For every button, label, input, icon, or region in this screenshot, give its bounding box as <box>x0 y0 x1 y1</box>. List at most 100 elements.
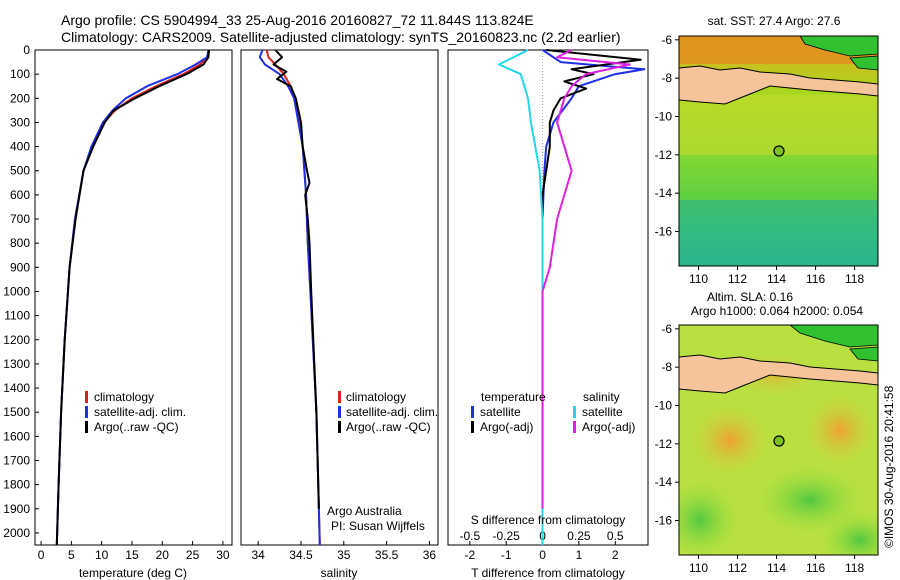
map-y-tick-label: -14 <box>655 186 673 200</box>
sst-yellow-band <box>679 95 878 155</box>
sla-low-blob <box>820 510 878 555</box>
depth-tick-label: 1500 <box>3 405 30 419</box>
x-tick-label: 0 <box>539 548 546 562</box>
salinity-panel-frame <box>240 49 439 546</box>
sla-map-frame <box>678 324 879 556</box>
legend-swatch-sal-argo <box>573 421 576 433</box>
sulawesi-landmass <box>849 55 878 71</box>
s-tick-label: -0.5 <box>459 529 480 543</box>
salinity-legend: climatology satellite-adj. clim. Argo(..… <box>327 390 438 533</box>
salinity-annotation-line1: Argo Australia <box>327 504 402 518</box>
x-tick-label: -1 <box>501 548 512 562</box>
depth-tick-label: 800 <box>10 236 30 250</box>
map-x-tick-label: 118 <box>845 561 864 575</box>
x-tick-label: 2 <box>612 548 619 562</box>
legend-label-satellite: satellite-adj. clim. <box>94 405 186 419</box>
s-tick-label: 0.5 <box>607 529 624 543</box>
depth-tick-label: 1400 <box>3 381 30 395</box>
map-x-tick-label: 112 <box>728 272 747 286</box>
java-landmass <box>679 65 878 105</box>
temperature-legend: climatology satellite-adj. clim. Argo(..… <box>85 390 186 434</box>
map-y-tick-label: -16 <box>655 225 673 239</box>
depth-tick-label: 0 <box>23 43 30 57</box>
sla-map-title-line2: Argo h1000: 0.064 h2000: 0.054 <box>691 304 863 318</box>
x-tick-label: 0 <box>38 548 45 562</box>
depth-tick-label: 900 <box>10 260 30 274</box>
map-y-tick-label: -6 <box>661 322 672 336</box>
legend-label-satellite: satellite-adj. clim. <box>346 405 438 419</box>
depth-tick-label: 400 <box>10 140 30 154</box>
legend-salinity-title: salinity <box>583 390 620 404</box>
x-tick-label: -2 <box>464 548 475 562</box>
legend-label-temp-argo: Argo(-adj) <box>480 420 533 434</box>
depth-tick-label: 100 <box>10 67 30 81</box>
x-tick-label: 35.5 <box>375 548 399 562</box>
series-line-satellite-adj-clim- <box>55 49 210 546</box>
map-y-tick-label: -6 <box>661 33 672 47</box>
series-line-salinity-satellite <box>497 49 544 545</box>
salinity-annotation-line2: PI: Susan Wijffels <box>331 519 425 533</box>
depth-tick-label: 500 <box>10 164 30 178</box>
depth-tick-label: 300 <box>10 115 30 129</box>
header-line2: Climatology: CARS2009. Satellite-adjuste… <box>61 29 621 45</box>
x-tick-label: 30 <box>216 548 230 562</box>
legend-swatch-climatology <box>338 391 341 403</box>
difference-legend: temperature satellite Argo(-adj) salinit… <box>471 390 635 434</box>
series-line-climatology <box>55 49 210 546</box>
x-tick-label: 25 <box>186 548 200 562</box>
temperature-xlabel: temperature (deg C) <box>79 566 187 580</box>
temperature-chart: 0 5 10 15 20 25 30 <box>38 49 230 562</box>
x-tick-label: 10 <box>95 548 109 562</box>
sst-map-axes: 110 112 114 116 118 -6 -8 -10 -12 -14 -16 <box>655 33 865 286</box>
map-x-tick-label: 112 <box>728 561 747 575</box>
sla-map: Altim. SLA: 0.16 Argo h1000: 0.064 h2000… <box>655 290 879 575</box>
argo-location-marker <box>773 435 785 447</box>
temperature-panel-frame <box>34 49 233 546</box>
legend-swatch-sal-satellite <box>573 406 576 418</box>
difference-xlabel: T difference from climatology <box>471 566 625 580</box>
depth-tick-label: 1600 <box>3 429 30 443</box>
x-tick-label: 34.5 <box>289 548 313 562</box>
legend-swatch-temp-argo <box>471 421 474 433</box>
legend-swatch-argo <box>338 421 341 433</box>
map-x-tick-label: 110 <box>689 272 708 286</box>
s-tick-label: -0.25 <box>493 529 521 543</box>
depth-tick-label: 1900 <box>3 502 30 516</box>
map-x-tick-label: 114 <box>767 561 786 575</box>
series-line-argo-raw-qc- <box>55 49 210 546</box>
depth-tick-label: 1200 <box>3 333 30 347</box>
sla-map-title-line1: Altim. SLA: 0.16 <box>707 290 793 304</box>
legend-temperature-title: temperature <box>481 390 546 404</box>
map-y-tick-label: -10 <box>655 399 673 413</box>
legend-swatch-satellite <box>85 406 88 418</box>
s-tick-label: 0.25 <box>567 529 591 543</box>
depth-tick-label: 1700 <box>3 453 30 467</box>
depth-axis: 0 100 200 300 400 500 600 700 800 900 1000 1100 1200… <box>3 43 39 540</box>
x-tick-label: 1 <box>576 548 583 562</box>
map-y-tick-label: -8 <box>661 360 672 374</box>
x-tick-label: 5 <box>68 548 75 562</box>
legend-label-temp-satellite: satellite <box>480 405 521 419</box>
borneo-landmass <box>799 36 878 57</box>
map-x-tick-label: 118 <box>845 272 864 286</box>
difference-panel-frame <box>447 49 649 546</box>
header-line1: Argo profile: CS 5904994_33 25-Aug-2016 … <box>61 12 534 28</box>
salinity-chart: 34 34.5 35 35.5 36 <box>251 49 436 562</box>
sst-map-title: sat. SST: 27.4 Argo: 27.6 <box>708 14 841 28</box>
legend-swatch-climatology <box>85 391 88 403</box>
credit-label: ©IMOS 30-Aug-2016 20:41:58 <box>882 385 896 548</box>
map-y-tick-label: -12 <box>655 148 673 162</box>
series-line-salinity-argo-adj- <box>541 49 631 509</box>
map-x-tick-label: 110 <box>689 561 708 575</box>
legend-label-climatology: climatology <box>346 390 406 404</box>
map-y-tick-label: -16 <box>655 514 673 528</box>
map-y-tick-label: -12 <box>655 437 673 451</box>
map-x-tick-label: 114 <box>767 272 786 286</box>
x-tick-label: 20 <box>156 548 170 562</box>
legend-label-sal-argo: Argo(-adj) <box>582 420 635 434</box>
depth-tick-label: 1100 <box>4 309 30 323</box>
depth-tick-label: 200 <box>10 91 30 105</box>
argo-location-marker <box>773 145 785 157</box>
